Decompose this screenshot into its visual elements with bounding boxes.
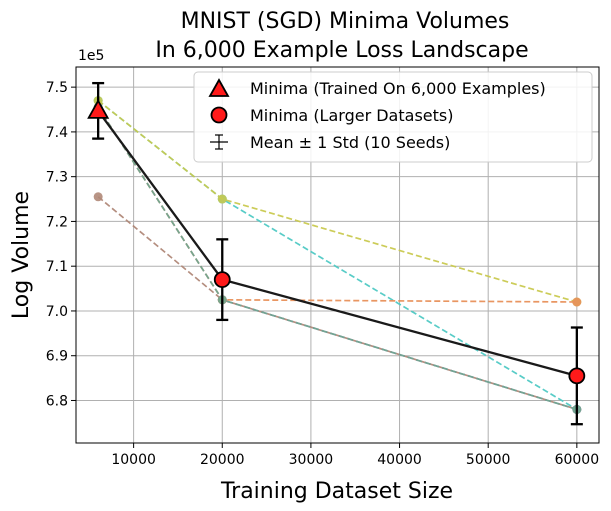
y-tick-label: 6.9 xyxy=(46,349,68,365)
legend-label-trained: Minima (Trained On 6,000 Examples) xyxy=(250,79,546,98)
y-tick-label: 7.0 xyxy=(46,304,68,320)
legend-triangle-marker xyxy=(208,78,230,97)
x-tick-label: 40000 xyxy=(377,452,422,468)
y-axis-label: Log Volume xyxy=(9,191,34,319)
x-tick-label: 60000 xyxy=(555,452,600,468)
y-tick-label: 7.1 xyxy=(46,259,68,275)
mean-layer xyxy=(87,81,586,426)
seed-2-point xyxy=(217,194,227,204)
mean-circle-marker xyxy=(213,271,231,289)
mean-circle-marker xyxy=(568,367,586,385)
y-tick-label: 7.3 xyxy=(46,170,68,186)
seed-5-point xyxy=(572,297,582,307)
x-tick-label: 50000 xyxy=(466,452,511,468)
x-ticks: 10000 20000 30000 40000 50000 60000 xyxy=(111,443,599,468)
legend-circle-marker xyxy=(210,106,228,124)
y-offset-label: 1e5 xyxy=(78,48,104,64)
y-tick-label: 7.5 xyxy=(46,80,68,96)
y-tick-label: 7.2 xyxy=(46,214,68,230)
legend-label-larger: Minima (Larger Datasets) xyxy=(250,106,453,125)
y-tick-label: 6.8 xyxy=(46,393,68,409)
x-tick-label: 30000 xyxy=(289,452,334,468)
chart-title-line1: MNIST (SGD) Minima Volumes xyxy=(181,9,510,34)
x-tick-label: 20000 xyxy=(200,452,245,468)
chart-title-line2: In 6,000 Example Loss Landscape xyxy=(155,38,528,63)
seed-3-point xyxy=(93,192,103,202)
y-ticks: 6.8 6.9 7.0 7.1 7.2 7.3 7.4 7.5 xyxy=(46,80,76,409)
legend: Minima (Trained On 6,000 Examples) Minim… xyxy=(193,71,593,163)
mean-triangle-marker xyxy=(87,99,110,119)
plot-frame xyxy=(75,66,600,444)
x-axis-label: Training Dataset Size xyxy=(220,479,453,504)
y-tick-label: 7.4 xyxy=(46,125,68,141)
legend-errorbar-marker xyxy=(210,134,228,150)
x-tick-label: 10000 xyxy=(111,452,156,468)
legend-box xyxy=(193,71,593,163)
legend-label-mean: Mean ± 1 Std (10 Seeds) xyxy=(250,133,450,152)
seed-line-3 xyxy=(97,196,578,411)
